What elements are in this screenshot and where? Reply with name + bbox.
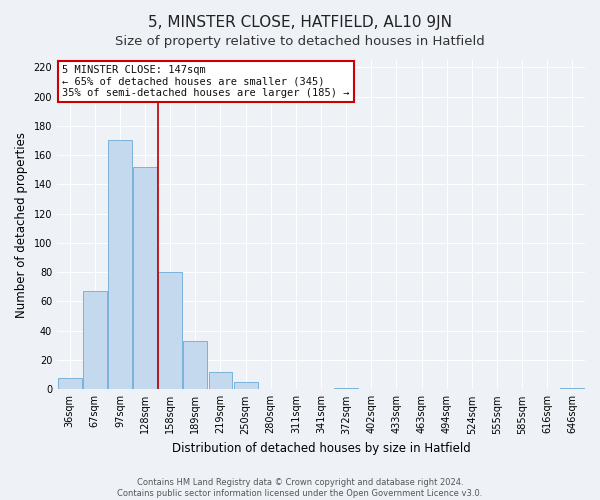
Text: 5 MINSTER CLOSE: 147sqm
← 65% of detached houses are smaller (345)
35% of semi-d: 5 MINSTER CLOSE: 147sqm ← 65% of detache…	[62, 65, 350, 98]
Bar	[133, 167, 157, 390]
X-axis label: Distribution of detached houses by size in Hatfield: Distribution of detached houses by size …	[172, 442, 470, 455]
Bar	[334, 388, 358, 390]
Bar	[184, 341, 207, 390]
Bar	[560, 388, 584, 390]
Bar	[58, 378, 82, 390]
Bar	[209, 372, 232, 390]
Bar	[233, 382, 257, 390]
Y-axis label: Number of detached properties: Number of detached properties	[15, 132, 28, 318]
Text: Contains HM Land Registry data © Crown copyright and database right 2024.
Contai: Contains HM Land Registry data © Crown c…	[118, 478, 482, 498]
Text: 5, MINSTER CLOSE, HATFIELD, AL10 9JN: 5, MINSTER CLOSE, HATFIELD, AL10 9JN	[148, 15, 452, 30]
Bar	[158, 272, 182, 390]
Bar	[108, 140, 132, 390]
Bar	[83, 291, 107, 390]
Text: Size of property relative to detached houses in Hatfield: Size of property relative to detached ho…	[115, 35, 485, 48]
